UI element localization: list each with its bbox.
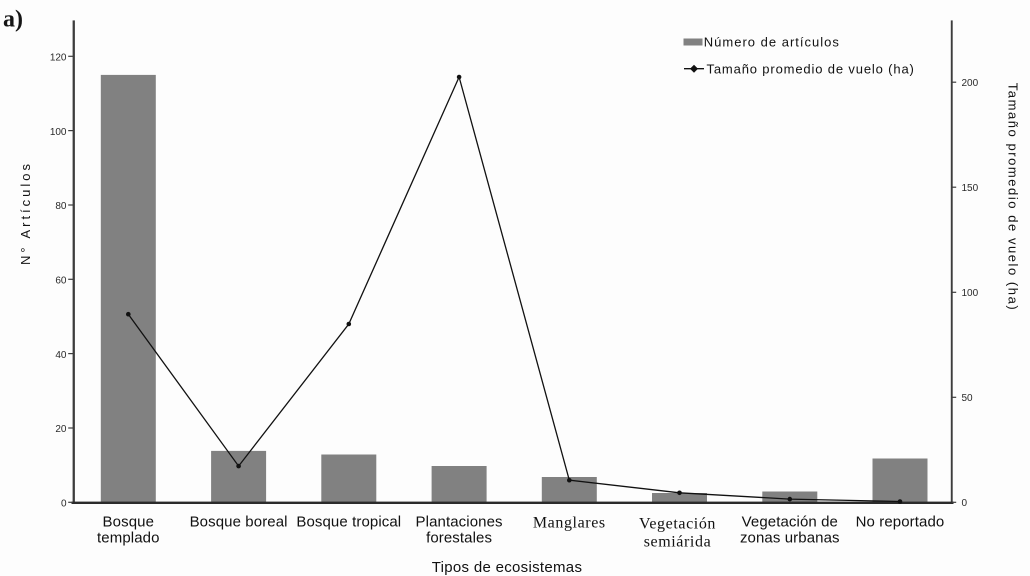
svg-text:a): a) — [3, 7, 23, 33]
svg-text:50: 50 — [962, 393, 974, 404]
svg-text:100: 100 — [50, 127, 67, 138]
svg-text:0: 0 — [962, 498, 968, 509]
svg-text:zonas urbanas: zonas urbanas — [740, 529, 840, 546]
svg-text:100: 100 — [962, 288, 979, 299]
svg-text:Tamaño promedio de vuelo (ha): Tamaño promedio de vuelo (ha) — [707, 62, 915, 77]
svg-text:0: 0 — [61, 499, 67, 510]
svg-text:Número de artículos: Número de artículos — [704, 34, 840, 49]
svg-text:semiárida: semiárida — [644, 533, 712, 550]
svg-text:Bosque: Bosque — [103, 514, 154, 531]
svg-text:Vegetación de: Vegetación de — [742, 514, 838, 531]
svg-text:200: 200 — [962, 78, 979, 89]
svg-text:templado: templado — [97, 529, 160, 546]
svg-text:20: 20 — [55, 424, 67, 435]
svg-text:Tamaño promedio de vuelo (ha): Tamaño promedio de vuelo (ha) — [1006, 83, 1021, 312]
svg-text:150: 150 — [962, 183, 979, 194]
svg-text:Manglares: Manglares — [533, 515, 606, 532]
svg-text:Bosque tropical: Bosque tropical — [296, 514, 401, 531]
svg-text:Bosque boreal: Bosque boreal — [190, 514, 288, 531]
svg-text:Plantaciones: Plantaciones — [416, 514, 503, 531]
svg-text:40: 40 — [55, 350, 67, 361]
svg-text:No reportado: No reportado — [856, 514, 945, 531]
svg-text:120: 120 — [50, 53, 67, 64]
svg-text:80: 80 — [55, 201, 67, 212]
svg-text:Vegetación: Vegetación — [639, 516, 716, 533]
svg-text:60: 60 — [55, 276, 67, 287]
svg-text:forestales: forestales — [426, 529, 492, 546]
svg-text:Tipos de ecosistemas: Tipos de ecosistemas — [432, 559, 583, 576]
svg-text:N° Artículos: N° Artículos — [18, 161, 33, 265]
